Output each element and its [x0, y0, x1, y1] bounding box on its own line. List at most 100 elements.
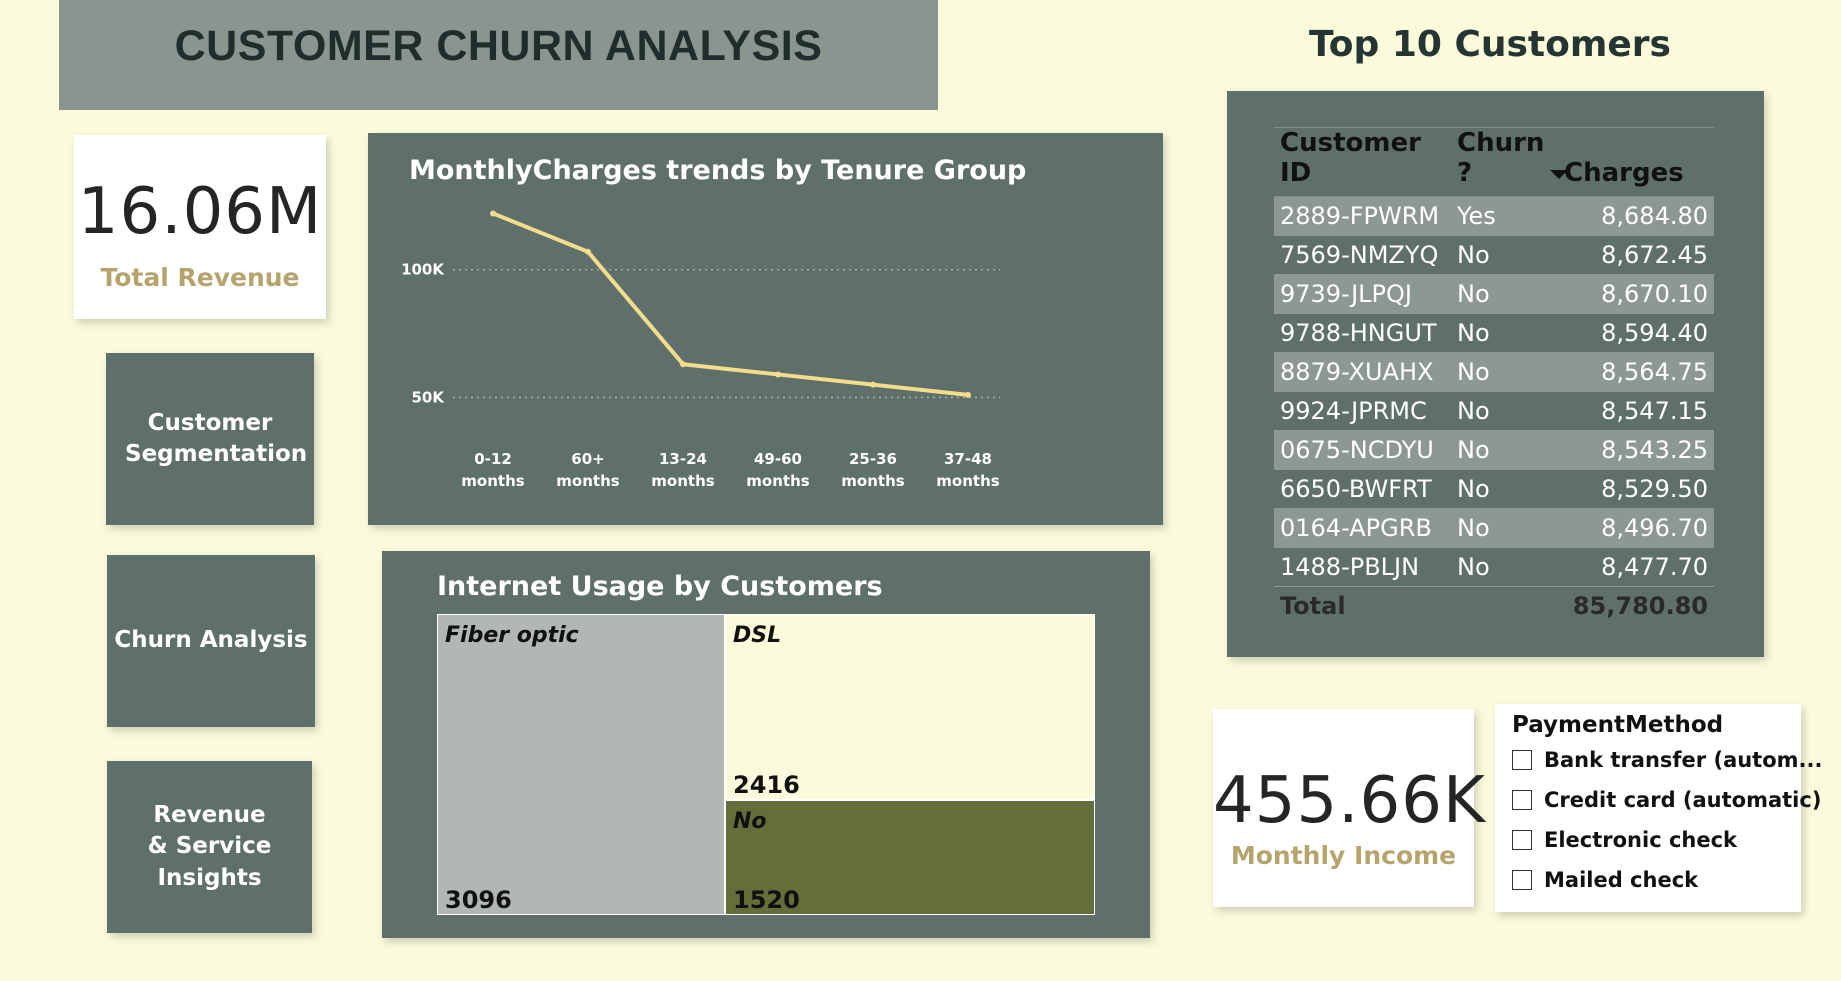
customer-segmentation-button[interactable]: Customer Segmentation: [106, 353, 314, 525]
tile-label: Fiber optic: [445, 623, 579, 648]
monthly-charges-chart[interactable]: MonthlyCharges trends by Tenure Group 50…: [368, 133, 1163, 525]
table-row[interactable]: 6650-BWFRT No 8,529.50: [1274, 469, 1714, 509]
column-header-churn[interactable]: Churn ?: [1451, 127, 1558, 197]
chart-title: MonthlyCharges trends by Tenure Group: [409, 155, 1027, 186]
data-point[interactable]: [585, 248, 591, 255]
data-point[interactable]: [490, 210, 496, 217]
cell-churn: No: [1451, 274, 1558, 314]
slicer-title: PaymentMethod: [1512, 712, 1724, 738]
revenue-service-insights-label: Revenue & Service Insights: [147, 802, 272, 891]
data-point[interactable]: [680, 361, 686, 368]
revenue-service-insights-button[interactable]: Revenue & Service Insights: [107, 761, 312, 933]
x-tick-label: 0-12 months: [461, 450, 524, 490]
cell-charges: 8,564.75: [1558, 352, 1714, 392]
line-chart-svg: 50K 100K 0-12 months 60+ months 13-24 months 49-…: [401, 210, 1000, 490]
cell-churn: No: [1451, 235, 1558, 275]
option-label: Electronic check: [1544, 828, 1738, 852]
cell-customer-id: 9924-JPRMC: [1274, 391, 1451, 431]
total-spacer: [1451, 587, 1558, 626]
monthly-income-value: 455.66K: [1213, 764, 1486, 838]
data-point[interactable]: [965, 391, 971, 398]
treemap-tile-no[interactable]: No 1520: [725, 800, 1095, 915]
cell-charges: 8,672.45: [1558, 235, 1714, 275]
top-customers-panel: Customer ID Churn ? Charges 2889-FPWRM Ye…: [1227, 91, 1764, 657]
churn-analysis-button[interactable]: Churn Analysis: [107, 555, 315, 727]
tile-value: 1520: [733, 886, 800, 914]
total-label: Total: [1280, 592, 1346, 620]
cell-charges: 8,496.70: [1558, 508, 1714, 548]
cell-customer-id: 7569-NMZYQ: [1274, 235, 1451, 275]
table-row[interactable]: 0675-NCDYU No 8,543.25: [1274, 430, 1714, 470]
tile-label: DSL: [733, 623, 782, 648]
slicer-option-electronic-check[interactable]: Electronic check: [1512, 825, 1737, 855]
slicer-option-bank-transfer[interactable]: Bank transfer (autom...: [1512, 745, 1822, 775]
cell-customer-id: 9788-HNGUT: [1274, 313, 1451, 353]
x-tick-label: 37-48 months: [936, 450, 999, 490]
sort-descending-icon[interactable]: [1550, 170, 1568, 179]
internet-usage-treemap[interactable]: Internet Usage by Customers Fiber optic …: [382, 551, 1150, 938]
churn-analysis-label: Churn Analysis: [114, 627, 308, 654]
tile-label: No: [733, 809, 767, 834]
cell-charges: 8,529.50: [1558, 469, 1714, 509]
cell-charges: 8,670.10: [1558, 274, 1714, 314]
table-row[interactable]: 9788-HNGUT No 8,594.40: [1274, 313, 1714, 353]
cell-charges: 8,684.80: [1558, 196, 1714, 236]
column-header-charges[interactable]: Charges: [1558, 127, 1714, 197]
data-point[interactable]: [775, 371, 781, 378]
x-tick-label: 13-24 months: [651, 450, 714, 490]
cell-charges: 8,543.25: [1558, 430, 1714, 470]
cell-charges: 8,547.15: [1558, 391, 1714, 431]
cell-customer-id: 0675-NCDYU: [1274, 430, 1451, 470]
slicer-option-credit-card[interactable]: Credit card (automatic): [1512, 785, 1821, 815]
data-point[interactable]: [870, 381, 876, 388]
x-tick-label: 49-60 months: [746, 450, 809, 490]
total-revenue-label: Total Revenue: [100, 263, 300, 292]
table-row[interactable]: 8879-XUAHX No 8,564.75: [1274, 352, 1714, 392]
cell-charges: 8,477.70: [1558, 547, 1714, 587]
cell-customer-id: 2889-FPWRM: [1274, 196, 1451, 236]
table-row[interactable]: 7569-NMZYQ No 8,672.45: [1274, 235, 1714, 275]
top-customers-table: Customer ID Churn ? Charges 2889-FPWRM Ye…: [1274, 127, 1714, 625]
treemap-tile-fiber-optic[interactable]: Fiber optic 3096: [437, 614, 725, 915]
cell-churn: No: [1451, 313, 1558, 353]
checkbox[interactable]: [1512, 870, 1532, 890]
checkbox[interactable]: [1512, 750, 1532, 770]
payment-method-slicer: PaymentMethod Bank transfer (autom... Cr…: [1495, 704, 1822, 912]
checkbox[interactable]: [1512, 830, 1532, 850]
table-row[interactable]: 1488-PBLJN No 8,477.70: [1274, 547, 1714, 587]
tile-value: 3096: [445, 886, 512, 914]
cell-churn: No: [1451, 391, 1558, 431]
x-tick-label: 25-36 months: [841, 450, 904, 490]
treemap-title: Internet Usage by Customers: [437, 571, 883, 602]
total-value: 85,780.80: [1572, 592, 1708, 620]
cell-customer-id: 1488-PBLJN: [1274, 547, 1451, 587]
dashboard-header: CUSTOMER CHURN ANALYSIS: [59, 0, 938, 110]
cell-churn: No: [1451, 352, 1558, 392]
option-label: Credit card (automatic): [1544, 788, 1822, 812]
y-tick-label: 100K: [401, 261, 445, 279]
table-row[interactable]: 9739-JLPQJ No 8,670.10: [1274, 274, 1714, 314]
cell-customer-id: 6650-BWFRT: [1274, 469, 1451, 509]
y-tick-label: 50K: [412, 388, 446, 406]
column-header-customer-id[interactable]: Customer ID: [1274, 127, 1451, 197]
series-line[interactable]: [492, 211, 969, 397]
cell-charges: 8,594.40: [1558, 313, 1714, 353]
cell-churn: No: [1451, 430, 1558, 470]
table-total-row: Total 85,780.80: [1274, 587, 1714, 626]
checkbox[interactable]: [1512, 790, 1532, 810]
slicer-option-mailed-check[interactable]: Mailed check: [1512, 865, 1698, 895]
option-label: Mailed check: [1544, 868, 1699, 892]
cell-churn: No: [1451, 469, 1558, 509]
total-revenue-value: 16.06M: [77, 175, 323, 249]
table-header-row: Customer ID Churn ? Charges: [1274, 127, 1714, 197]
cell-churn: No: [1451, 547, 1558, 587]
cell-customer-id: 0164-APGRB: [1274, 508, 1451, 548]
table-row[interactable]: 9924-JPRMC No 8,547.15: [1274, 391, 1714, 431]
treemap-tile-dsl[interactable]: DSL 2416: [725, 614, 1095, 800]
monthly-income-label: Monthly Income: [1230, 841, 1457, 870]
table-row[interactable]: 0164-APGRB No 8,496.70: [1274, 508, 1714, 548]
customer-segmentation-label: Customer Segmentation: [125, 409, 308, 467]
page-title: CUSTOMER CHURN ANALYSIS: [174, 22, 823, 70]
table-row[interactable]: 2889-FPWRM Yes 8,684.80: [1274, 196, 1714, 236]
x-tick-label: 60+ months: [556, 450, 619, 490]
